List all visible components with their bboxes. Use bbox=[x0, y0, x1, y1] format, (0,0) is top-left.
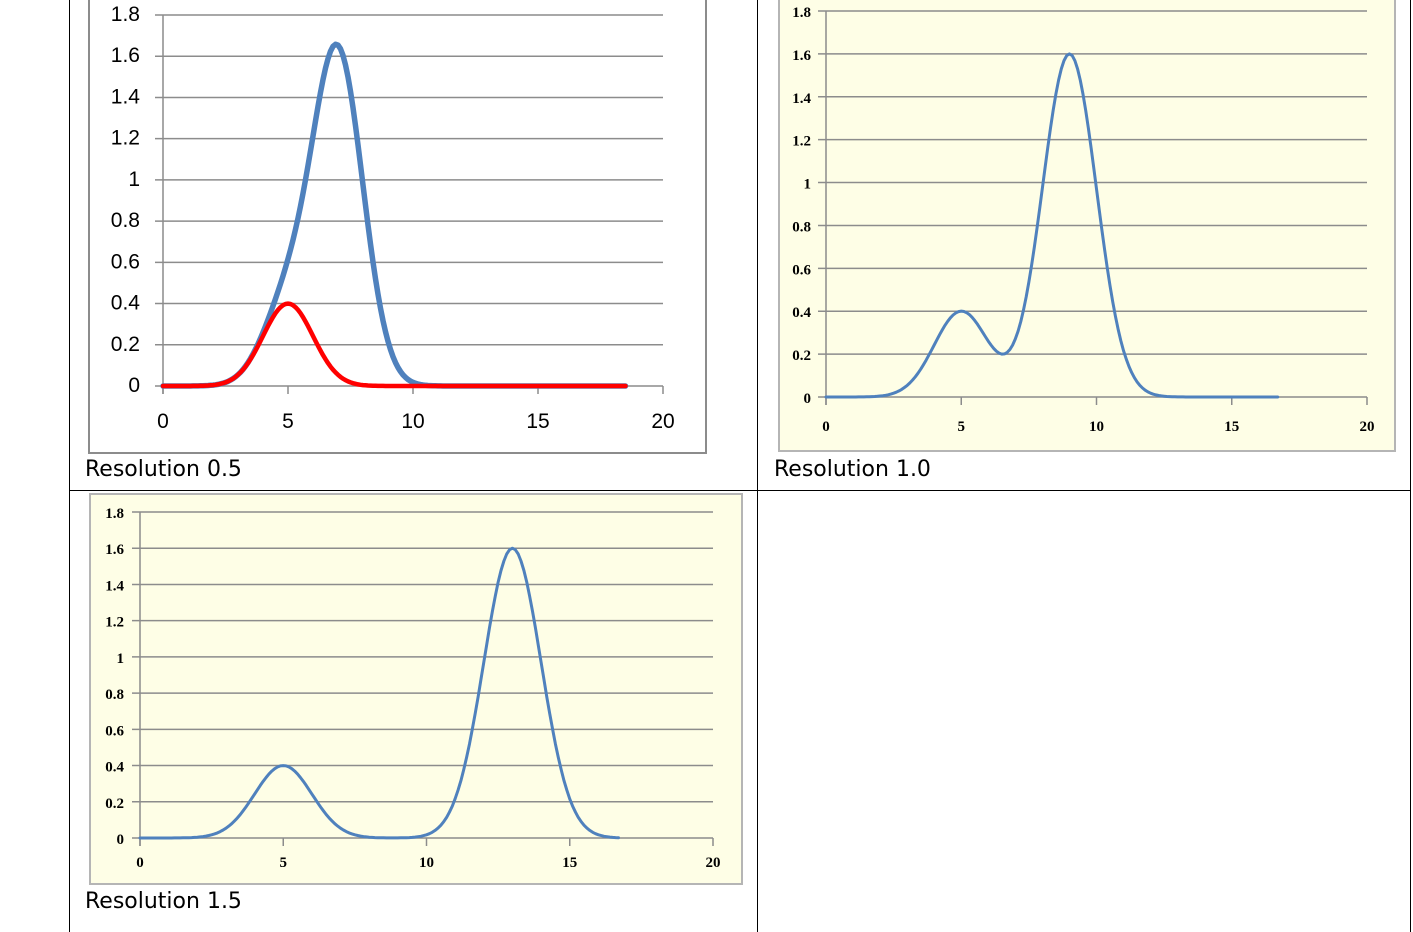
y-tick-label: 0.6 bbox=[792, 262, 811, 278]
y-tick-label: 1.4 bbox=[111, 85, 141, 108]
series-line bbox=[160, 301, 628, 389]
x-tick-label: 5 bbox=[282, 410, 294, 433]
caption-resolution-0-5: Resolution 0.5 bbox=[85, 457, 242, 482]
y-tick-label: 1 bbox=[117, 651, 125, 667]
caption-resolution-1-0: Resolution 1.0 bbox=[774, 457, 931, 482]
x-tick-label: 10 bbox=[1089, 419, 1104, 435]
x-tick-label: 10 bbox=[401, 410, 424, 433]
y-tick-label: 0.2 bbox=[111, 333, 140, 356]
y-tick-label: 0.8 bbox=[111, 209, 140, 232]
y-tick-label: 0.4 bbox=[111, 292, 141, 315]
y-tick-label: 1.4 bbox=[792, 91, 811, 107]
chart-resolution-0-5 bbox=[88, 0, 707, 454]
y-tick-label: 1.8 bbox=[105, 506, 124, 522]
series-line bbox=[824, 52, 1280, 399]
x-tick-label: 5 bbox=[958, 419, 966, 435]
x-tick-label: 20 bbox=[1360, 419, 1375, 435]
y-tick-label: 0 bbox=[804, 391, 812, 407]
x-tick-label: 20 bbox=[706, 855, 721, 871]
x-tick-label: 15 bbox=[562, 855, 577, 871]
series-line bbox=[138, 546, 620, 840]
x-tick-label: 5 bbox=[280, 855, 288, 871]
y-tick-label: 0 bbox=[128, 374, 140, 397]
y-tick-label: 1.6 bbox=[105, 542, 124, 558]
y-tick-label: 0.2 bbox=[792, 348, 811, 364]
y-tick-label: 0.6 bbox=[105, 723, 124, 739]
y-tick-label: 1.6 bbox=[792, 48, 811, 64]
x-tick-label: 10 bbox=[419, 855, 434, 871]
caption-resolution-1-5: Resolution 1.5 bbox=[85, 889, 242, 914]
table-row-divider bbox=[69, 490, 1411, 491]
y-tick-label: 1.2 bbox=[105, 615, 124, 631]
y-tick-label: 0.4 bbox=[792, 305, 811, 321]
y-tick-label: 0.8 bbox=[792, 219, 811, 235]
table-border-right bbox=[1410, 0, 1411, 932]
y-tick-label: 1 bbox=[128, 168, 140, 191]
table-border-middle bbox=[757, 0, 758, 932]
y-tick-label: 1 bbox=[804, 177, 812, 193]
x-tick-label: 0 bbox=[157, 410, 169, 433]
x-tick-label: 0 bbox=[136, 855, 144, 871]
y-tick-label: 1.4 bbox=[105, 578, 124, 594]
chart-resolution-1-5 bbox=[89, 493, 743, 885]
table-border-left bbox=[69, 0, 70, 932]
y-tick-label: 0 bbox=[117, 832, 125, 848]
x-tick-label: 15 bbox=[526, 410, 549, 433]
y-tick-label: 1.8 bbox=[111, 3, 140, 26]
x-tick-label: 20 bbox=[651, 410, 674, 433]
y-tick-label: 1.6 bbox=[111, 44, 140, 67]
x-tick-label: 15 bbox=[1224, 419, 1239, 435]
y-tick-label: 1.8 bbox=[792, 5, 811, 21]
y-tick-label: 1.2 bbox=[111, 127, 140, 150]
y-tick-label: 0.2 bbox=[105, 796, 124, 812]
y-tick-label: 1.2 bbox=[792, 134, 811, 150]
y-tick-label: 0.6 bbox=[111, 250, 140, 273]
x-tick-label: 0 bbox=[822, 419, 830, 435]
y-tick-label: 0.8 bbox=[105, 687, 124, 703]
y-tick-label: 0.4 bbox=[105, 760, 124, 776]
